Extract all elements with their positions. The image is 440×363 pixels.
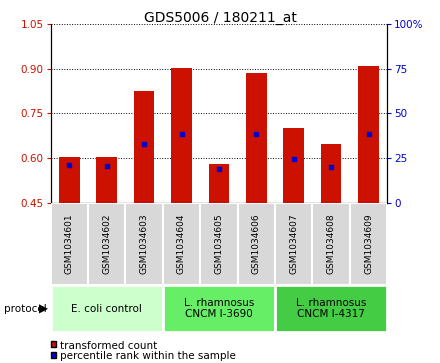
Text: L. rhamnosus
CNCM I-3690: L. rhamnosus CNCM I-3690 xyxy=(184,298,254,319)
Bar xyxy=(59,157,80,203)
Bar xyxy=(125,203,163,285)
Bar xyxy=(51,203,88,285)
Text: GDS5006 / 180211_at: GDS5006 / 180211_at xyxy=(143,11,297,25)
Bar xyxy=(312,203,350,285)
Text: GSM1034601: GSM1034601 xyxy=(65,214,74,274)
Bar xyxy=(246,73,267,203)
Text: protocol: protocol xyxy=(4,303,47,314)
Text: L. rhamnosus
CNCM I-4317: L. rhamnosus CNCM I-4317 xyxy=(296,298,366,319)
Bar xyxy=(275,285,387,332)
Text: GSM1034604: GSM1034604 xyxy=(177,214,186,274)
Bar xyxy=(163,285,275,332)
Text: GSM1034603: GSM1034603 xyxy=(139,214,149,274)
Text: E. coli control: E. coli control xyxy=(71,303,142,314)
Bar xyxy=(209,164,229,203)
Text: transformed count: transformed count xyxy=(60,340,158,351)
Bar xyxy=(171,68,192,203)
Bar xyxy=(275,203,312,285)
Bar xyxy=(88,203,125,285)
Text: ▶: ▶ xyxy=(39,302,48,315)
Text: GSM1034602: GSM1034602 xyxy=(102,214,111,274)
Text: GSM1034607: GSM1034607 xyxy=(289,214,298,274)
Bar xyxy=(321,144,341,203)
Bar xyxy=(283,129,304,203)
Bar xyxy=(134,91,154,203)
Bar xyxy=(238,203,275,285)
Bar xyxy=(358,65,379,203)
Text: GSM1034609: GSM1034609 xyxy=(364,214,373,274)
Text: GSM1034606: GSM1034606 xyxy=(252,214,261,274)
Bar xyxy=(200,203,238,285)
Bar xyxy=(51,285,163,332)
Text: percentile rank within the sample: percentile rank within the sample xyxy=(60,351,236,361)
Bar xyxy=(163,203,200,285)
Text: GSM1034605: GSM1034605 xyxy=(214,214,224,274)
Text: GSM1034608: GSM1034608 xyxy=(326,214,336,274)
Bar xyxy=(350,203,387,285)
Bar xyxy=(96,158,117,203)
